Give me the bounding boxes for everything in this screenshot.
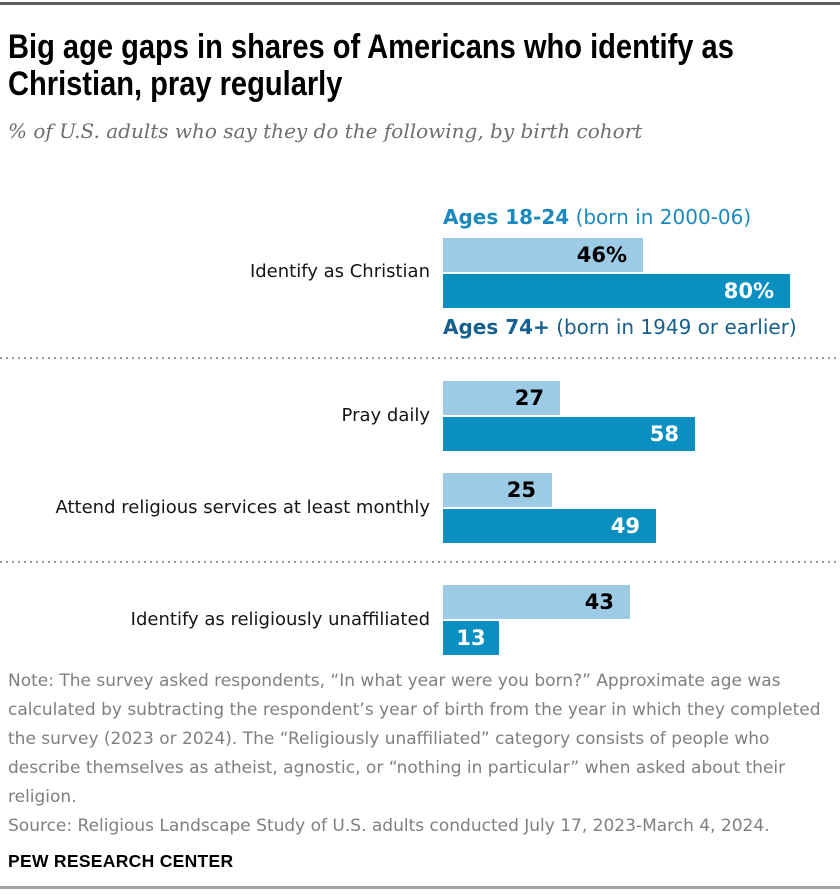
legend-ages-18-24-name: Ages 18-24 — [443, 205, 570, 229]
legend-ages-18-24: Ages 18-24 (born in 2000-06) — [443, 205, 832, 229]
source-text: Source: Religious Landscape Study of U.S… — [8, 816, 770, 836]
bottom-rule — [0, 886, 840, 889]
bar-ages-18-24: 25 — [443, 473, 552, 507]
value-label: 27 — [514, 386, 544, 410]
value-label: 43 — [584, 590, 614, 614]
bar-ages-18-24: 27 — [443, 381, 560, 415]
legend-ages-74plus-detail: (born in 1949 or earlier) — [556, 315, 797, 339]
legend-ages-74plus-name: Ages 74+ — [443, 315, 550, 339]
top-rule — [0, 2, 840, 5]
bar-ages-74plus: 58 — [443, 417, 695, 451]
chart-row-pray-daily: Pray daily 27 58 — [8, 381, 832, 451]
value-label: 58 — [649, 422, 679, 446]
bar-ages-18-24: 43 — [443, 585, 630, 619]
value-label: 49 — [610, 514, 640, 538]
note-text: Note: The survey asked respondents, “In … — [8, 671, 821, 807]
value-label: 25 — [506, 478, 536, 502]
category-label: Identify as religiously unaffiliated — [130, 608, 430, 630]
chart-row-attend-services: Attend religious services at least month… — [8, 473, 832, 543]
category-label: Pray daily — [341, 404, 430, 426]
chart-row-identify-christian: Identify as Christian Ages 18-24 (born i… — [8, 205, 832, 339]
brand-footer: PEW RESEARCH CENTER — [8, 851, 234, 871]
category-label: Identify as Christian — [249, 260, 430, 282]
bar-ages-74plus: 49 — [443, 509, 656, 543]
legend-ages-74plus: Ages 74+ (born in 1949 or earlier) — [443, 315, 832, 339]
chart-row-unaffiliated: Identify as religiously unaffiliated 43 … — [8, 585, 832, 655]
value-label: 80% — [723, 279, 774, 303]
bar-ages-74plus: 80% — [443, 274, 790, 308]
page-title: Big age gaps in shares of Americans who … — [8, 28, 734, 103]
value-label: 46% — [576, 243, 627, 267]
legend-ages-18-24-detail: (born in 2000-06) — [575, 205, 752, 229]
value-label: 13 — [456, 626, 486, 650]
bar-chart: Identify as Christian Ages 18-24 (born i… — [0, 205, 840, 655]
bar-ages-18-24: 46% — [443, 238, 643, 272]
dotted-divider — [0, 561, 840, 563]
dotted-divider — [0, 357, 840, 359]
category-label: Attend religious services at least month… — [55, 496, 431, 518]
bar-ages-74plus: 13 — [443, 621, 499, 655]
chart-subtitle: % of U.S. adults who say they do the fol… — [8, 119, 643, 143]
